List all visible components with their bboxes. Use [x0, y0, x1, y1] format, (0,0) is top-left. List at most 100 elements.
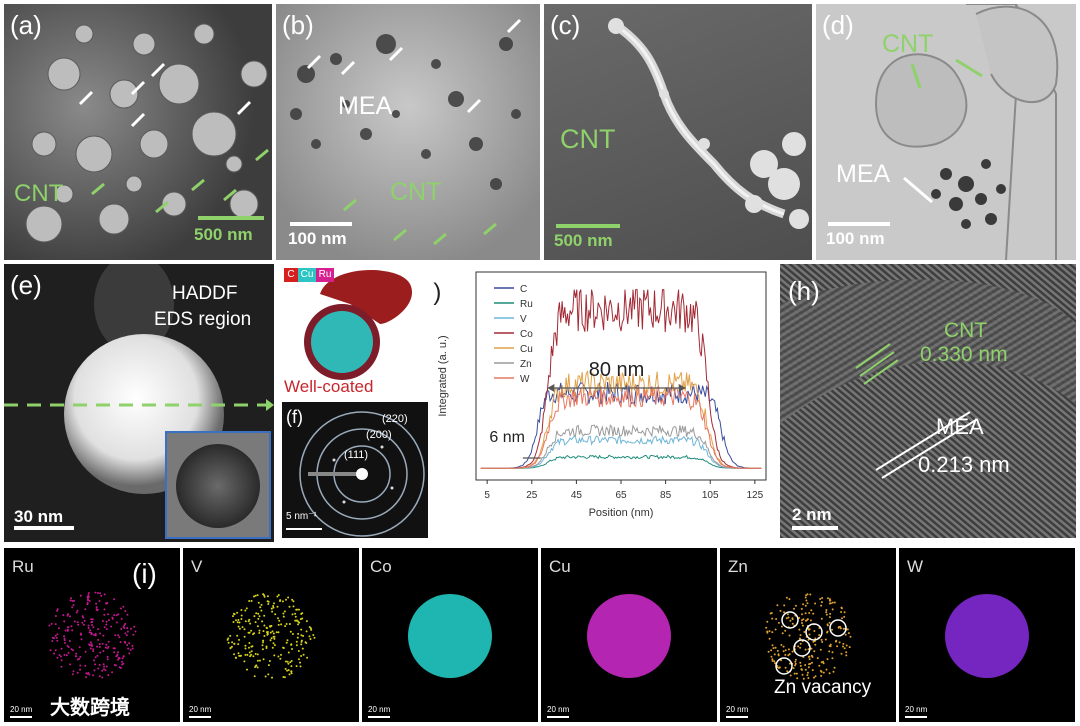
scale-label: 30 nm — [14, 507, 64, 526]
span-arrow-right-head — [678, 384, 686, 392]
zn-vacancy-caption: Zn vacancy — [774, 677, 872, 698]
mea-label: MEA — [836, 160, 891, 188]
line-scan-chart: 5 25 45 65 85 105 125 Position (nm) Integrated (… — [432, 271, 767, 519]
mea-spacing: 0.213 nm — [918, 452, 1010, 477]
x-axis-label: Position (nm) — [589, 507, 654, 519]
panel-h: (h) CNT 0.330 nm MEA 0.213 nm 2 nm — [780, 264, 1076, 538]
sem-texture — [25, 23, 269, 243]
scale-bar — [368, 716, 390, 718]
element-label: Cu — [549, 557, 571, 576]
legend-label-zn: Zn — [520, 359, 532, 370]
scale-bar — [14, 526, 74, 530]
element-label: Zn — [728, 557, 748, 576]
eds-map-image — [587, 594, 671, 678]
panel-label: (c) — [550, 10, 581, 40]
legend-ru: Ru — [316, 268, 334, 282]
eds-map-image — [945, 594, 1029, 678]
panel-e: (e) HADDF EDS region 30 nm — [4, 264, 274, 542]
ring-200: (200) — [366, 429, 392, 441]
eds-maps-row: Ru 20 nm V 20 nm Co 20 nm Cu 20 nm Zn 20 nm W 20 nm — [4, 548, 1076, 722]
legend-c: C — [284, 268, 298, 282]
element-label: V — [191, 557, 203, 576]
eds-map-cu: Cu 20 nm — [541, 548, 717, 722]
eds-map-image — [226, 593, 316, 679]
scale-label: 500 nm — [194, 225, 253, 244]
panel-label: (e) — [10, 270, 42, 300]
scale-label: 100 nm — [826, 229, 885, 248]
cnt-image — [608, 18, 809, 229]
scale-bar — [905, 716, 927, 718]
saed-pattern — [299, 411, 425, 537]
scale-label: 20 nm — [726, 705, 749, 714]
cnt-label: CNT — [882, 30, 934, 58]
cnt-label: CNT — [390, 178, 442, 206]
scale-bar — [547, 716, 569, 718]
cnt-label: CNT — [560, 124, 616, 154]
legend-label-co: Co — [520, 329, 533, 340]
watermark: 大数跨境 — [50, 697, 130, 719]
x-tick-label: 5 — [484, 490, 490, 501]
eds-map-ru: Ru 20 nm — [4, 548, 180, 722]
legend-label-v: V — [520, 314, 527, 325]
x-tick-label: 105 — [702, 490, 719, 501]
element-label: Ru — [12, 557, 34, 576]
eds-region-label: EDS region — [154, 309, 252, 330]
scale-bar — [556, 224, 620, 228]
legend-label-w: W — [520, 374, 530, 385]
edge-annotation: 6 nm — [489, 429, 525, 446]
tem-texture — [290, 18, 522, 246]
x-tick-label: 125 — [747, 490, 764, 501]
eds-map-v: V 20 nm — [183, 548, 359, 722]
panel-f: (f) (220) (200) (111) 5 nm⁻¹ — [282, 402, 428, 538]
eds-map-w: W 20 nm — [899, 548, 1075, 722]
legend-cu: Cu — [298, 268, 316, 282]
scale-label: 500 nm — [554, 231, 613, 250]
panel-label: (b) — [282, 10, 314, 40]
panel-b: (b) MEA CNT 100 nm — [276, 4, 540, 260]
series-line-zn — [480, 424, 762, 469]
scale-label: 2 nm — [792, 505, 832, 524]
scale-label: 20 nm — [905, 705, 928, 714]
legend-label-cu: Cu — [520, 344, 533, 355]
panel-g: 5 25 45 65 85 105 125 Position (nm) Integrated (… — [432, 264, 776, 546]
element-label: Co — [370, 557, 392, 576]
eds-map-co: Co 20 nm — [362, 548, 538, 722]
cnt-spacing: 0.330 nm — [920, 343, 1008, 366]
x-tick-label: 85 — [660, 490, 672, 501]
span-annotation: 80 nm — [589, 359, 645, 381]
ring-220: (220) — [382, 413, 408, 425]
eds-map-image — [408, 594, 492, 678]
scale-label: 20 nm — [368, 705, 391, 714]
x-tick-label: 25 — [526, 490, 538, 501]
scale-label: 100 nm — [288, 229, 347, 248]
mea-label: MEA — [936, 414, 984, 439]
series-line-c — [480, 381, 762, 469]
scale-bar — [828, 222, 890, 226]
panel-a: (a) CNT 500 nm — [4, 4, 272, 260]
mea-label: MEA — [338, 92, 393, 120]
panel-label: (a) — [10, 10, 42, 40]
span-arrow-left-head — [547, 384, 555, 392]
hrtem-image — [780, 264, 1076, 538]
tem-cnt-image — [874, 4, 1059, 260]
eds-map-image — [765, 593, 852, 680]
scale-bar — [726, 716, 748, 718]
scale-label: 20 nm — [189, 705, 212, 714]
scale-label: 20 nm — [547, 705, 570, 714]
scale-label: 5 nm⁻¹ — [286, 511, 317, 522]
haadf-image — [4, 264, 274, 539]
eds-map-zn: Zn 20 nm — [720, 548, 896, 722]
scale-label: 20 nm — [10, 705, 33, 714]
cnt-label: CNT — [944, 319, 988, 342]
legend-label-c: C — [520, 284, 527, 295]
panel-label: (d) — [822, 10, 854, 40]
series-line-w — [480, 385, 762, 469]
well-coated-caption: Well-coated — [284, 377, 374, 396]
eds-map-image — [48, 591, 137, 679]
eds-overlay-image — [304, 270, 413, 380]
panel-label: (g) — [432, 279, 441, 306]
scale-bar — [198, 216, 264, 220]
legend-label-ru: Ru — [520, 299, 533, 310]
cnt-label: CNT — [14, 180, 64, 207]
scale-bar — [792, 526, 838, 530]
